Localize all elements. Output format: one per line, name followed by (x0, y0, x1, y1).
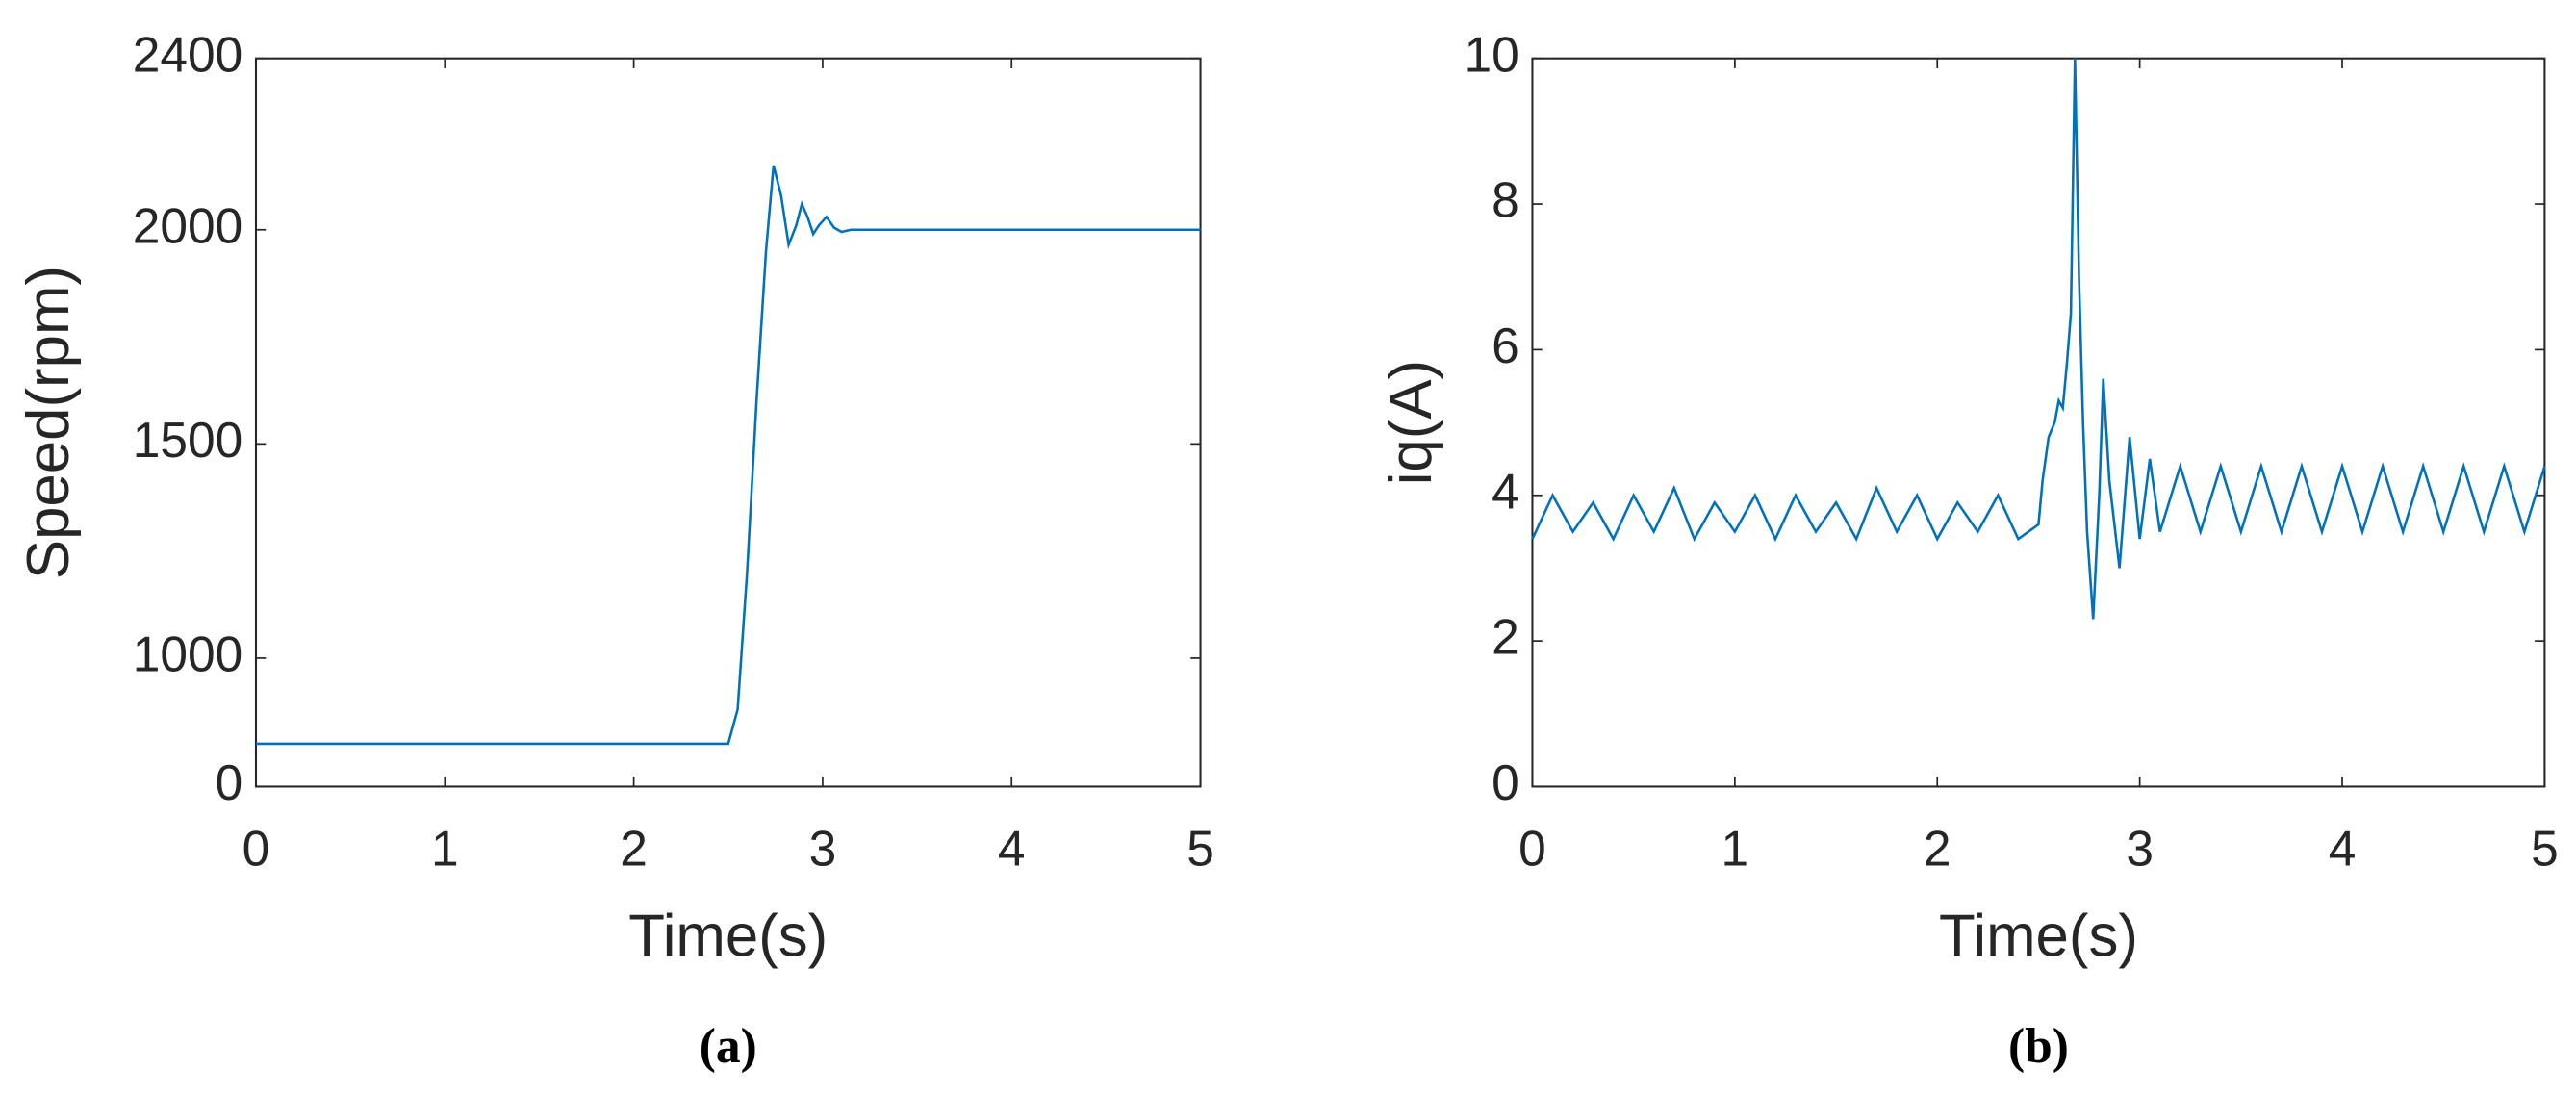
x-tick-label: 2 (620, 821, 648, 877)
y-tick-label: 1000 (133, 626, 242, 682)
plot-area (1531, 57, 2546, 788)
y-tick-label: 1500 (133, 412, 242, 468)
y-tick-label: 2000 (133, 197, 242, 253)
y-tick-label: 6 (1492, 318, 1519, 373)
x-tick-label: 0 (1518, 821, 1546, 877)
y-tick-label: 0 (1492, 754, 1519, 810)
x-axis-label: Time(s) (628, 903, 828, 969)
x-tick-label: 1 (1722, 821, 1749, 877)
y-tick-label: 0 (216, 754, 243, 810)
x-tick-label: 5 (2531, 821, 2559, 877)
x-tick-label: 5 (1186, 821, 1214, 877)
x-tick-label: 1 (431, 821, 459, 877)
y-axis-label: Speed(rpm) (15, 266, 82, 579)
y-tick-label: 2 (1492, 609, 1519, 665)
plot-area (254, 57, 1202, 788)
y-tick-label: 8 (1492, 172, 1519, 228)
x-tick-label: 3 (2126, 821, 2154, 877)
caption: (b) (2008, 1019, 2069, 1074)
x-tick-label: 4 (2329, 821, 2357, 877)
y-axis-label: iq(A) (1378, 360, 1444, 485)
x-axis-label: Time(s) (1939, 903, 2138, 969)
x-tick-label: 4 (998, 821, 1026, 877)
data-line (1531, 58, 2546, 620)
x-tick-label: 0 (242, 821, 270, 877)
caption: (a) (700, 1019, 757, 1074)
y-tick-label: 10 (1464, 26, 1518, 82)
x-tick-label: 3 (809, 821, 837, 877)
y-tick-label: 2400 (133, 26, 242, 82)
x-tick-label: 2 (1924, 821, 1951, 877)
y-tick-label: 4 (1492, 463, 1519, 519)
data-line (255, 165, 1201, 746)
